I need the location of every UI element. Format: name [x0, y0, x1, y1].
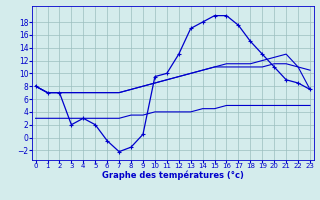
X-axis label: Graphe des températures (°c): Graphe des températures (°c) — [102, 171, 244, 180]
